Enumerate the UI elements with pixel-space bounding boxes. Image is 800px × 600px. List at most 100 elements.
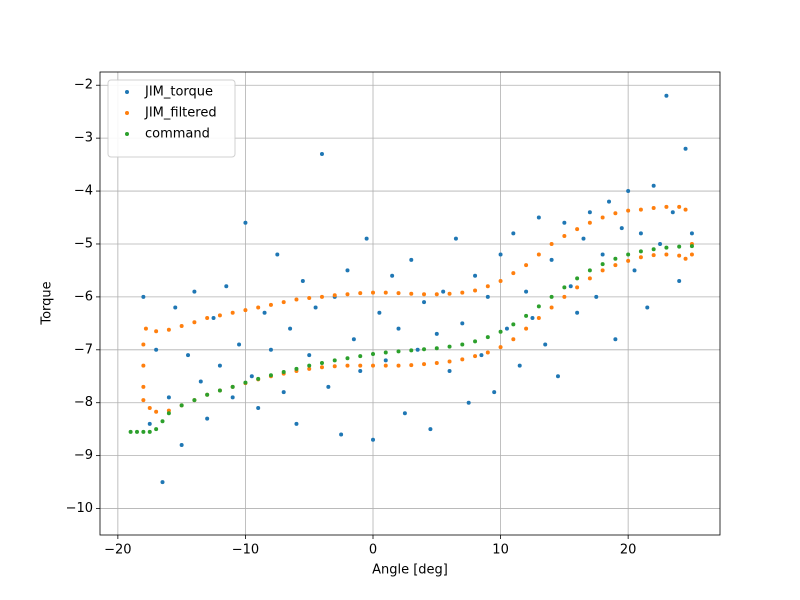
point [300,279,305,284]
y-tick-label: −6 [74,289,93,304]
point [294,366,299,371]
point [192,320,197,325]
point [600,262,605,267]
series [128,244,694,434]
point [600,215,605,220]
point [536,316,541,321]
point [371,437,376,442]
point [383,363,388,368]
point [664,245,669,250]
point [345,363,350,368]
point [664,252,669,257]
point [575,276,580,281]
point [288,326,293,331]
point [689,252,694,257]
point [536,215,541,220]
y-tick-label: −7 [74,342,93,357]
point [575,227,580,232]
grid [100,72,720,535]
point [319,152,324,157]
point [498,329,503,334]
point [434,292,439,297]
point [396,349,401,354]
point [166,395,171,400]
point [485,350,490,355]
x-tick-label: −10 [232,543,259,558]
point [562,234,567,239]
point [677,244,682,249]
x-tick-label: 10 [492,543,509,558]
point [607,199,612,204]
point [562,285,567,290]
point [147,421,152,426]
point [211,316,216,321]
point [371,363,376,368]
point [645,305,650,310]
point [536,252,541,257]
point [587,276,592,281]
point [524,263,529,268]
point [549,257,554,262]
point [217,313,222,318]
point [460,357,465,362]
point [409,348,414,353]
x-tick-label: 20 [620,543,637,558]
point [319,361,324,366]
series [141,204,694,414]
point [447,291,452,296]
point [492,390,497,395]
point [683,146,688,151]
point [581,236,586,241]
point [626,258,631,263]
point [160,419,165,424]
point [217,363,222,368]
y-tick-label: −3 [74,131,93,146]
point [396,291,401,296]
point [383,290,388,295]
point [689,231,694,236]
point [230,384,235,389]
point [651,205,656,210]
point [651,253,656,258]
y-tick-label: −5 [74,236,93,251]
legend-label: JIM_torque [144,85,213,100]
point [281,390,286,395]
point [230,395,235,400]
point [549,305,554,310]
point [689,244,694,249]
point [154,347,159,352]
point [294,297,299,302]
point [422,300,427,305]
point [141,429,146,434]
point [409,257,414,262]
point [154,409,159,414]
point [179,323,184,328]
point [307,295,312,300]
point [237,342,242,347]
point [677,279,682,284]
point [511,271,516,276]
point [358,363,363,368]
plot-frame [99,71,721,536]
point [447,344,452,349]
legend-marker [125,132,129,136]
point [460,342,465,347]
point [498,252,503,257]
point [422,292,427,297]
point [434,331,439,336]
point [664,204,669,209]
point [651,183,656,188]
x-tick-label: 0 [369,543,377,558]
point [587,268,592,273]
point [473,288,478,293]
point [670,210,675,215]
legend-label: command [145,127,210,142]
legend-box [107,79,236,158]
point [460,290,465,295]
point [230,310,235,315]
point [339,432,344,437]
point [638,207,643,212]
point [428,427,433,432]
